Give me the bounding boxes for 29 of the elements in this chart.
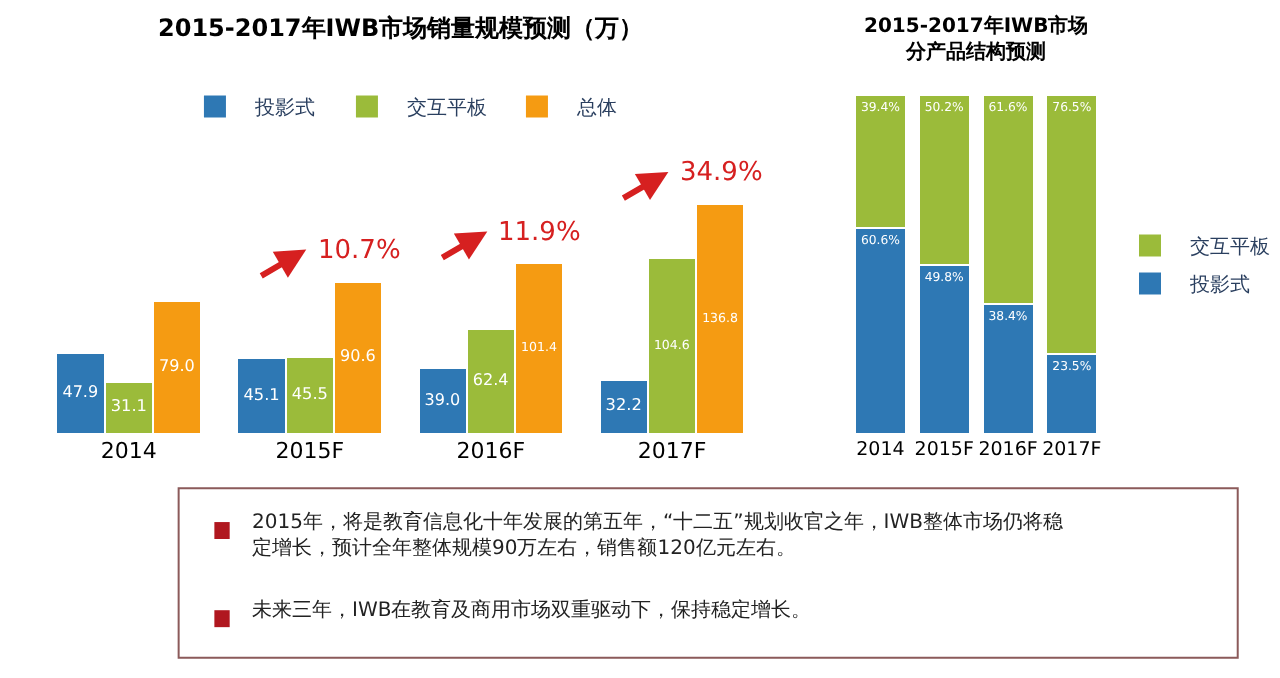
x-tick-label: 2017F xyxy=(1042,438,1102,461)
legend-label: 交互平板 xyxy=(1190,235,1270,260)
data-label: 79.0 xyxy=(158,357,195,376)
data-label: 90.6 xyxy=(340,347,376,366)
annotation: 10.7% xyxy=(318,236,401,266)
chart-title: 2015-2017年IWB市场销量规模预测（万） xyxy=(158,14,644,42)
data-label: 32.2 xyxy=(605,394,642,415)
x-tick-label: 2014 xyxy=(856,438,905,461)
data-label: 62.4 xyxy=(472,371,509,390)
legend-label: 交互平板 xyxy=(406,96,487,121)
x-tick-label: 2015F xyxy=(914,438,974,461)
data-label: 45.5 xyxy=(291,383,328,404)
x-tick-label: 2014 xyxy=(100,437,157,464)
data-label: 31.1 xyxy=(110,395,147,416)
text: 2015年，将是教育信息化十年发展的第五年，“十二五”规划收官之年，IWB整体市场仍将稳定增长，预计全年整体规模90万左右，销售额120亿元左右。 xyxy=(252,510,1064,560)
x-tick-label: 2015F xyxy=(275,437,345,464)
x-tick-label: 2017F xyxy=(637,437,707,464)
legend-label: 投影式 xyxy=(1188,273,1250,298)
data-label: 47.9 xyxy=(62,383,99,402)
text: 未来三年，IWB在教育及商用市场双重驱动下，保持稳定增长。 xyxy=(252,598,812,622)
annotation: 11.9% xyxy=(498,218,581,248)
data-label: 45.1 xyxy=(243,383,280,404)
text: 34.9% xyxy=(680,158,763,188)
legend-label: 投影式 xyxy=(252,96,315,121)
data-label: 39.0 xyxy=(424,390,461,409)
legend-label: 总体 xyxy=(574,96,617,121)
x-tick-label: 2016F xyxy=(456,437,526,464)
chart-title: 2015-2017年IWB市场分产品结构预测 xyxy=(864,14,1089,64)
x-tick-label: 2016F xyxy=(978,438,1038,461)
